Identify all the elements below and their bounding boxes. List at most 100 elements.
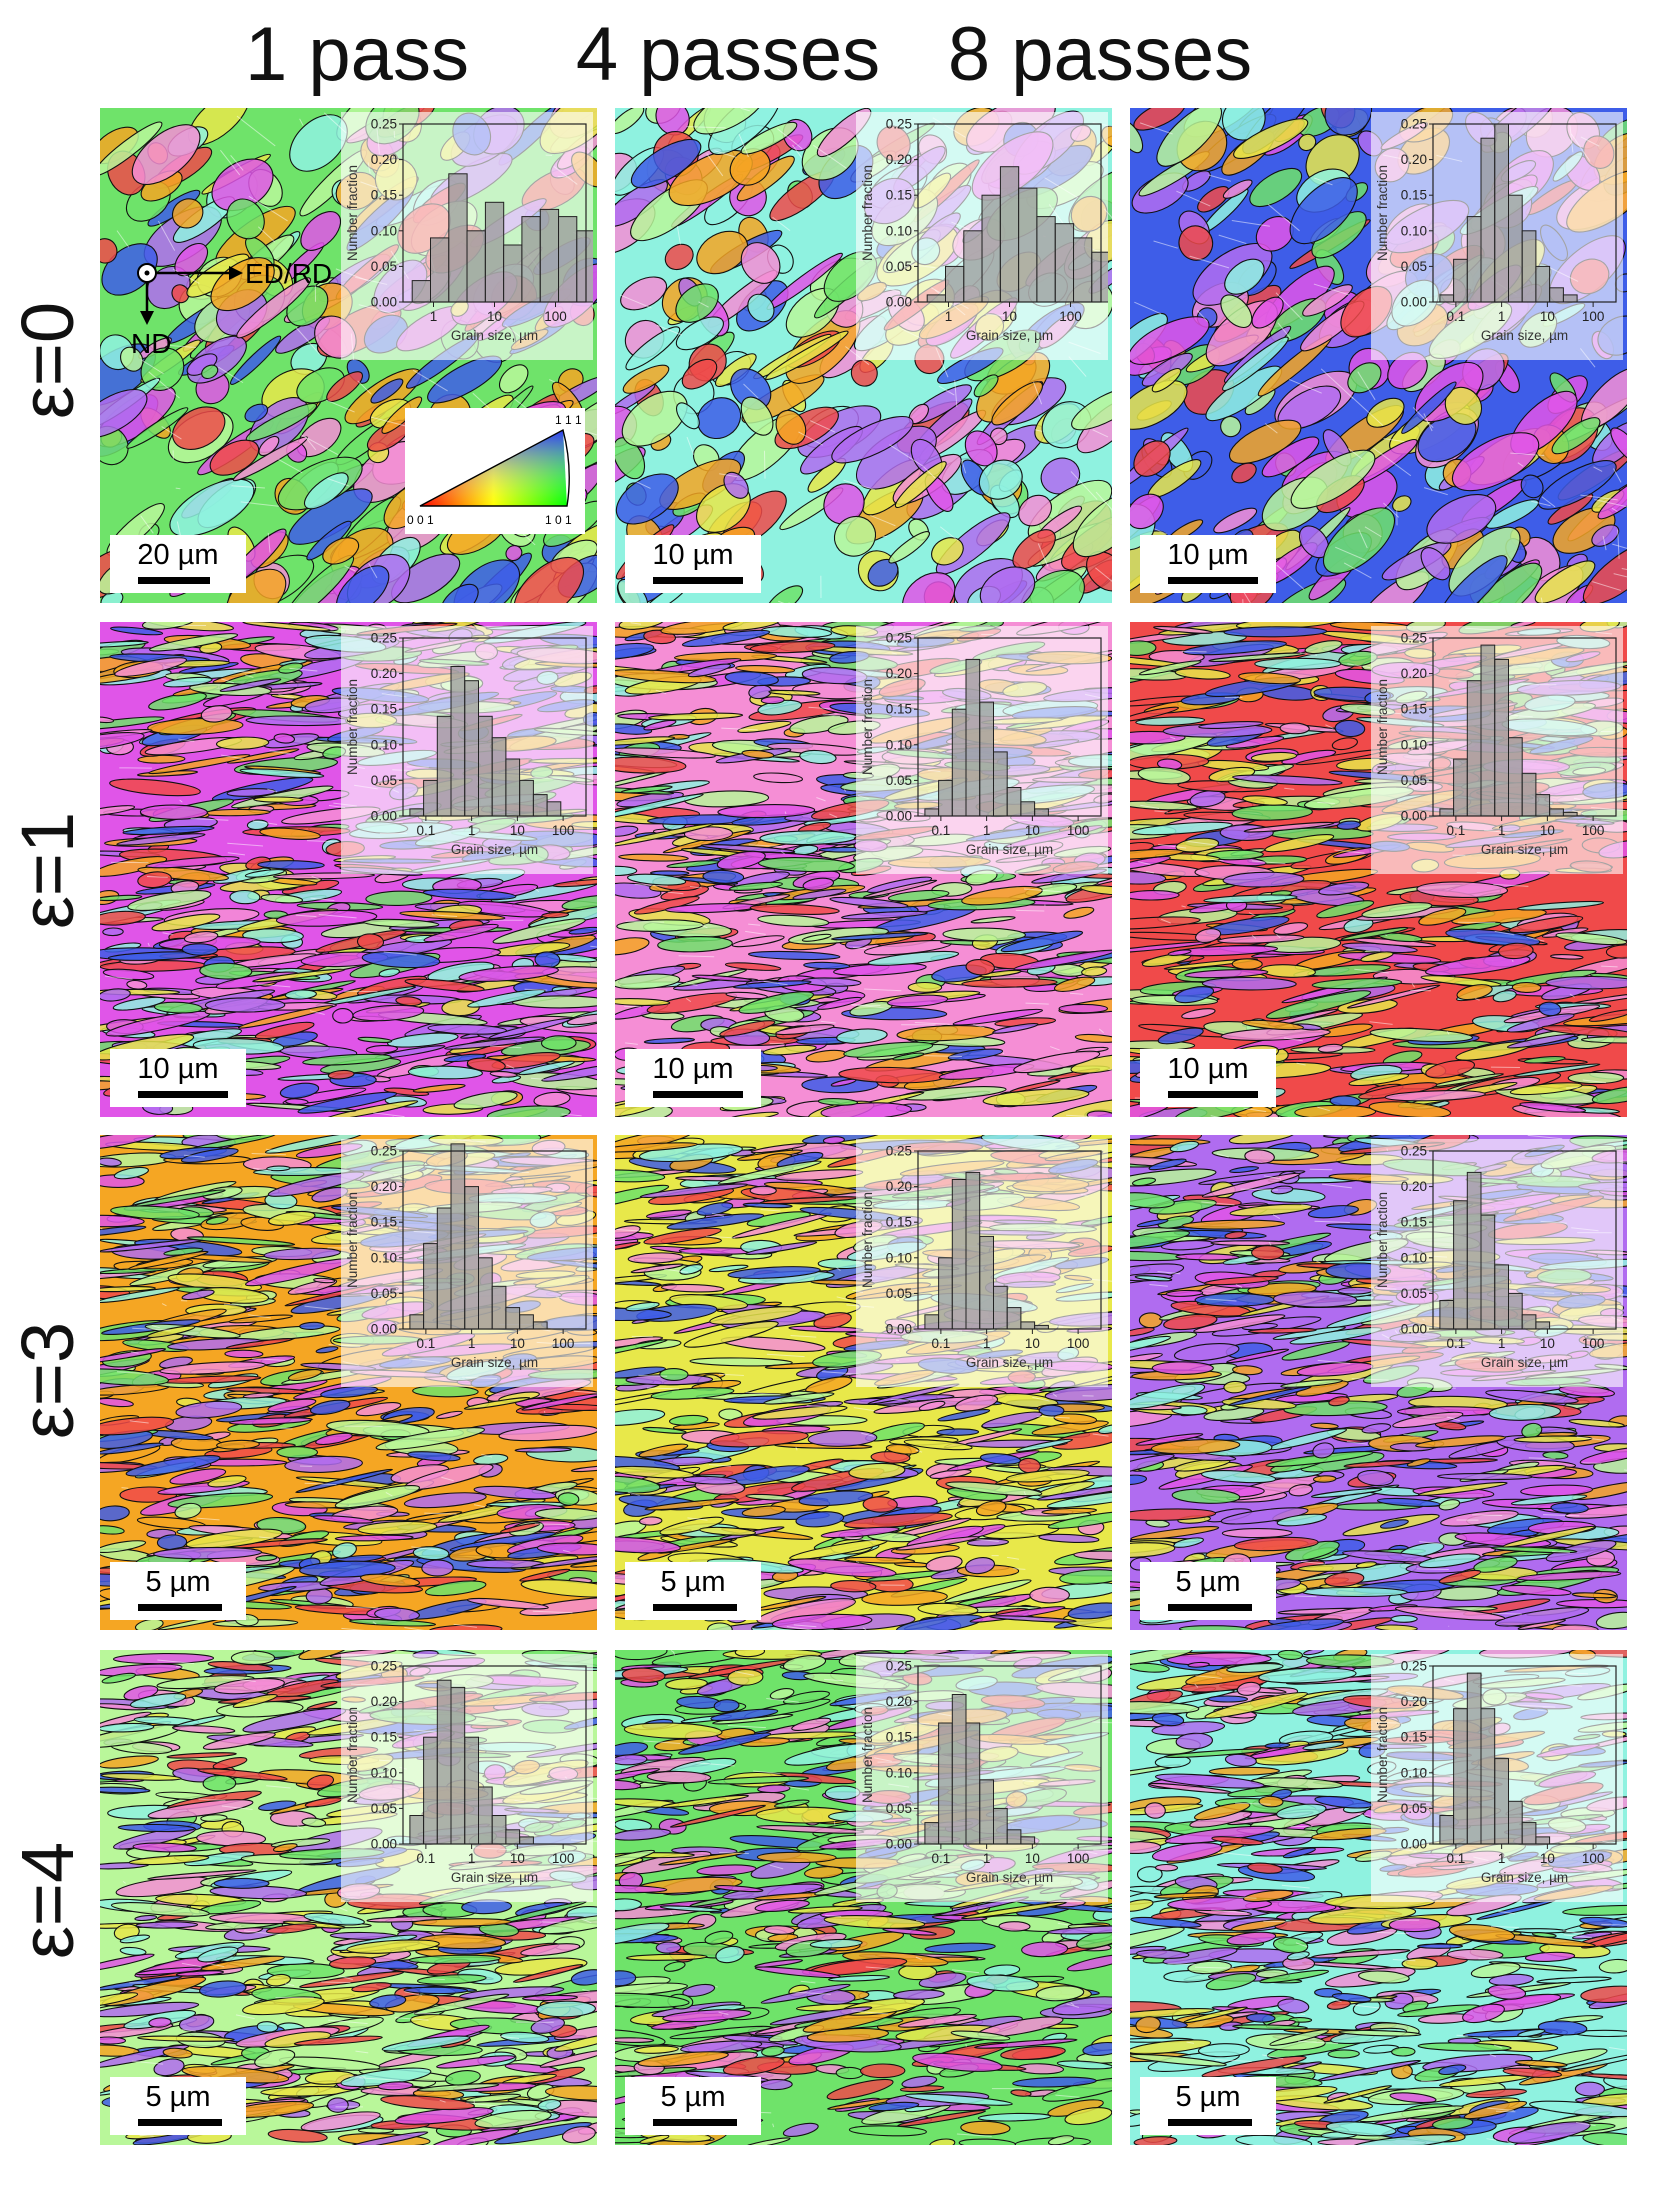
histogram-bar (999, 166, 1020, 303)
histogram-x-axis-label: Grain size, µm (1481, 1355, 1568, 1370)
scale-bar: 5 µm (110, 1562, 246, 1620)
histogram-y-tick-label: 0.10 (1401, 1765, 1427, 1780)
histogram-y-axis-label: Number fraction (860, 165, 875, 261)
histogram-bar (576, 230, 593, 303)
histogram-y-tick-label: 0.25 (1401, 631, 1427, 646)
histogram-bar (409, 808, 425, 817)
histogram-y-tick-label: 0.00 (371, 1322, 397, 1337)
histogram-bar (1535, 1836, 1551, 1845)
histogram-bar (558, 216, 578, 303)
histogram-bar (1020, 1321, 1036, 1330)
histogram-bar (926, 294, 946, 303)
histogram-x-tick-label: 1 (430, 309, 438, 324)
ebsd-map-panel: 0.00 0.05 0.10 0.15 0.20 0.25 0.1 1 10 100 Grain s… (615, 1135, 1112, 1630)
scale-bar-line (138, 1091, 228, 1098)
histogram-bar (1439, 294, 1455, 303)
histogram-bar (423, 1736, 438, 1845)
histogram-bar (1466, 1672, 1482, 1845)
histogram-bar (951, 1179, 967, 1330)
histogram-y-tick-label: 0.05 (886, 1801, 912, 1816)
histogram-y-tick-label: 0.05 (886, 773, 912, 788)
histogram-y-tick-label: 0.05 (1401, 1801, 1427, 1816)
histogram-bar (1091, 251, 1108, 303)
histogram-bar (430, 237, 450, 303)
histogram-bar (1439, 1300, 1455, 1330)
histogram-y-tick-label: 0.15 (1401, 1730, 1427, 1745)
histogram-y-tick-label: 0.05 (1401, 1286, 1427, 1301)
histogram-y-tick-label: 0.25 (1401, 1144, 1427, 1159)
scale-bar: 5 µm (625, 1562, 761, 1620)
histogram-bar (951, 708, 967, 817)
histogram-y-tick-label: 0.00 (1401, 1837, 1427, 1852)
scale-bar-line (1168, 1604, 1252, 1611)
ebsd-map-panel: 0.00 0.05 0.10 0.15 0.20 0.25 0.1 1 10 100 Grain s… (615, 622, 1112, 1117)
histogram-bar (1034, 808, 1049, 817)
histogram-bar (450, 1143, 466, 1330)
histogram-x-tick-label: 1 (945, 309, 953, 324)
histogram-bar (1494, 1758, 1510, 1845)
histogram-bar (1466, 216, 1482, 303)
histogram-bar (1480, 644, 1496, 817)
histogram-bar (532, 794, 548, 817)
scale-bar: 5 µm (625, 2077, 761, 2135)
grain-size-histogram-inset: 0.00 0.05 0.10 0.15 0.20 0.25 0.1 1 10 100 Grain s… (856, 626, 1108, 874)
histogram-bar (478, 1257, 493, 1330)
histogram-bar (1439, 1815, 1455, 1845)
histogram-x-tick-label: 1 (1498, 823, 1506, 838)
histogram-bar (979, 701, 995, 817)
histogram-y-tick-label: 0.25 (1401, 117, 1427, 132)
histogram-y-tick-label: 0.00 (371, 1837, 397, 1852)
histogram-x-axis-label: Grain size, µm (451, 328, 538, 343)
histogram-x-tick-label: 0.1 (1446, 309, 1465, 324)
histogram-y-axis-label: Number fraction (1375, 1192, 1390, 1288)
histogram-bar (1508, 1800, 1523, 1845)
histogram-bar (981, 194, 1001, 303)
histogram-y-tick-label: 0.20 (886, 666, 912, 681)
histogram-bar (965, 1722, 981, 1845)
histogram-x-tick-label: 10 (510, 823, 525, 838)
histogram-bar (1006, 787, 1022, 817)
histogram-bar (491, 1815, 507, 1845)
scale-bar-label: 5 µm (145, 1566, 211, 1598)
histogram-y-tick-label: 0.25 (371, 1659, 397, 1674)
histogram-x-tick-label: 0.1 (1446, 1336, 1465, 1351)
histogram-y-tick-label: 0.10 (371, 223, 397, 238)
histogram-x-tick-label: 100 (1582, 1336, 1605, 1351)
column-header-1-pass: 1 pass (245, 12, 469, 97)
histogram-x-tick-label: 10 (1540, 309, 1555, 324)
histogram-bar (505, 1307, 521, 1330)
histogram-bar (1535, 265, 1551, 303)
ebsd-map-panel: 0.00 0.05 0.10 0.15 0.20 0.25 0.1 1 10 100 Grain s… (615, 1650, 1112, 2145)
histogram-x-tick-label: 100 (552, 1851, 575, 1866)
histogram-y-tick-label: 0.10 (886, 223, 912, 238)
scale-bar-label: 5 µm (145, 2081, 211, 2113)
histogram-y-tick-label: 0.20 (371, 152, 397, 167)
histogram-bar (1020, 1836, 1036, 1845)
histogram-frame (1432, 637, 1617, 817)
histogram-y-axis-label: Number fraction (345, 165, 360, 261)
histogram-bar (1006, 1307, 1022, 1330)
histogram-bar (924, 1314, 940, 1330)
histogram-bar (1006, 1829, 1022, 1845)
histogram-y-tick-label: 0.10 (1401, 737, 1427, 752)
histogram-bar (436, 1207, 452, 1330)
histogram-x-tick-label: 100 (1582, 309, 1605, 324)
histogram-y-tick-label: 0.25 (1401, 1659, 1427, 1674)
histogram-y-tick-label: 0.00 (1401, 809, 1427, 824)
histogram-y-tick-label: 0.00 (886, 1837, 912, 1852)
scale-bar: 10 µm (625, 535, 761, 593)
histogram-y-tick-label: 0.20 (886, 1179, 912, 1194)
histogram-bar (951, 1694, 967, 1845)
histogram-bar (1562, 294, 1578, 303)
grain-size-histogram-inset: 0.00 0.05 0.10 0.15 0.20 0.25 0.1 1 10 100 Grain s… (856, 1139, 1108, 1387)
histogram-bar (945, 265, 965, 303)
scale-bar: 10 µm (1140, 1049, 1276, 1107)
histogram-bar (1521, 230, 1537, 303)
histogram-bar (993, 751, 1008, 817)
histogram-y-axis-label: Number fraction (860, 1192, 875, 1288)
histogram-bar (938, 779, 953, 817)
histogram-x-tick-label: 1 (983, 1336, 991, 1351)
histogram-y-tick-label: 0.15 (371, 1730, 397, 1745)
scale-bar-label: 10 µm (137, 1053, 219, 1085)
histogram-bar (1549, 808, 1564, 817)
